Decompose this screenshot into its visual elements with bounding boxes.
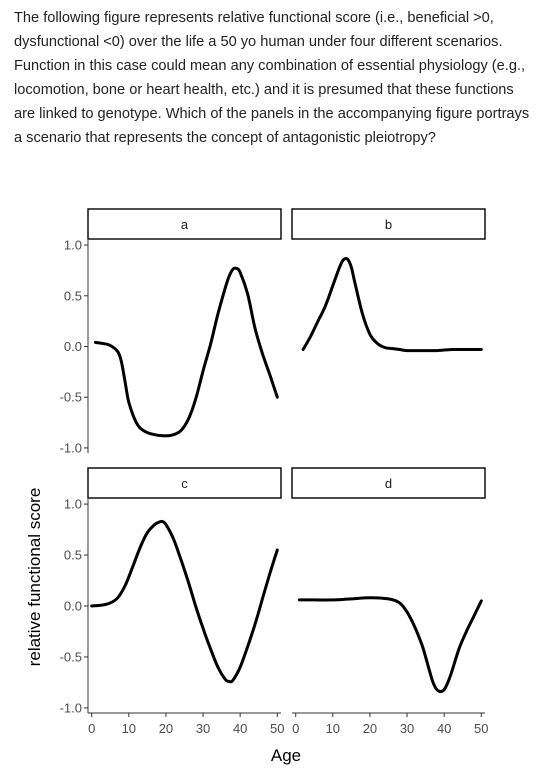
y-tick-label: 1.0 [64, 238, 82, 253]
series-line-d [297, 596, 483, 694]
strip-label-c: c [181, 476, 188, 491]
panels-layer: a -1.0 -0.5 0.0 0.5 1.0 b c -1.0 -0.5 0.0 0.5 1.0 0 10… [60, 208, 489, 736]
panel-b: b [291, 208, 486, 353]
x-tick-label: 50 [474, 721, 488, 736]
y-tick-label: 1.0 [64, 497, 82, 512]
strip-label-a: a [181, 217, 189, 232]
strip-label-d: d [385, 476, 392, 491]
y-tick-label: 0.5 [64, 288, 82, 303]
x-tick-label: 20 [363, 721, 377, 736]
x-tick-label: 40 [437, 721, 451, 736]
y-tick-label: 0.5 [64, 548, 82, 563]
panel-d: d 0 10 20 30 40 50 [291, 467, 489, 736]
x-tick-label: 20 [159, 721, 173, 736]
y-tick-label: -0.5 [60, 649, 82, 664]
strip-c [87, 467, 282, 499]
question-text: The following figure represents relative… [14, 10, 530, 146]
x-tick-label: 10 [326, 721, 340, 736]
series-line-c [90, 519, 279, 684]
x-tick-label: 30 [196, 721, 210, 736]
y-tick-label: -1.0 [60, 440, 82, 455]
y-tick-label: -1.0 [60, 700, 82, 715]
series-line-a [93, 266, 279, 438]
x-tick-label: 30 [400, 721, 414, 736]
strip-label-b: b [385, 217, 392, 232]
strip-b [291, 208, 486, 240]
strip-d [291, 467, 486, 499]
x-tick-label: 40 [233, 721, 247, 736]
y-tick-label: 0.0 [64, 339, 82, 354]
panel-a: a -1.0 -0.5 0.0 0.5 1.0 [60, 208, 282, 455]
x-tick-label: 0 [292, 721, 299, 736]
series-line-b [301, 256, 483, 353]
y-tick-label: 0.0 [64, 599, 82, 614]
y-tick-label: -0.5 [60, 390, 82, 405]
x-tick-label: 50 [270, 721, 284, 736]
x-axis-title: Age [271, 746, 301, 765]
strip-a [87, 208, 282, 240]
x-tick-label: 10 [122, 721, 136, 736]
panel-c: c -1.0 -0.5 0.0 0.5 1.0 0 10 20 30 40 50 [60, 467, 285, 736]
facet-line-chart: a -1.0 -0.5 0.0 0.5 1.0 b c -1.0 -0.5 0.0 0.5 1.0 0 10… [25, 208, 489, 765]
y-axis-title: relative functional score [25, 488, 44, 667]
x-tick-label: 0 [88, 721, 95, 736]
